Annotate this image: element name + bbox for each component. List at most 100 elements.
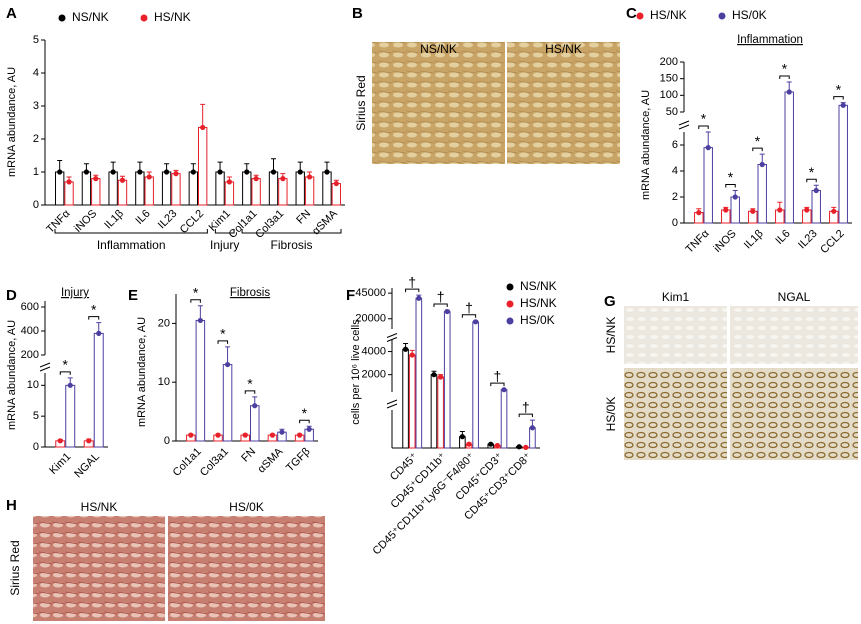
mean-dot bbox=[269, 432, 276, 438]
mean-dot bbox=[466, 441, 472, 447]
mean-dot bbox=[190, 169, 196, 175]
significance-bracket bbox=[490, 382, 505, 387]
x-tick-label: FN bbox=[239, 446, 258, 465]
axis-break bbox=[39, 362, 51, 372]
bar bbox=[215, 171, 225, 206]
micrograph bbox=[168, 516, 325, 621]
significance-bracket bbox=[190, 299, 201, 303]
mean-dot bbox=[224, 361, 231, 368]
bar bbox=[161, 171, 172, 206]
bar bbox=[437, 376, 444, 449]
x-tick-label: CCL2 bbox=[818, 228, 846, 256]
column-label: NGAL bbox=[778, 290, 811, 304]
mean-dot bbox=[137, 169, 143, 175]
x-tick-label: NGAL bbox=[72, 451, 102, 481]
mean-dot bbox=[66, 179, 72, 185]
side-label: Sirius Red bbox=[8, 540, 22, 595]
micrograph bbox=[372, 42, 505, 164]
significance-mark: † bbox=[494, 368, 502, 384]
bar bbox=[188, 171, 199, 206]
mean-dot bbox=[173, 171, 179, 177]
significance-mark: * bbox=[809, 164, 815, 180]
mean-dot bbox=[831, 208, 837, 214]
bar bbox=[251, 178, 261, 206]
significance-bracket bbox=[299, 419, 310, 424]
mean-dot bbox=[244, 169, 250, 175]
y-axis-label: mRNA abundance, AU bbox=[136, 317, 148, 427]
x-tick-label: iNOS bbox=[712, 228, 739, 255]
significance-mark: * bbox=[63, 357, 69, 373]
bar bbox=[415, 297, 423, 449]
legend-marker bbox=[140, 14, 148, 22]
y-tick-label: 200 bbox=[660, 56, 678, 68]
bar bbox=[757, 164, 767, 224]
mean-dot bbox=[197, 317, 203, 324]
mean-dot bbox=[459, 434, 465, 440]
mean-dot bbox=[57, 169, 63, 175]
group-label: Injury bbox=[210, 238, 239, 252]
significance-bracket bbox=[833, 96, 844, 100]
axis-break bbox=[386, 399, 398, 409]
legend-label: HS/0K bbox=[732, 8, 767, 22]
bar bbox=[278, 178, 288, 206]
significance-bracket bbox=[518, 413, 533, 418]
micrograph bbox=[624, 368, 727, 460]
significance-mark: * bbox=[755, 133, 761, 149]
bar bbox=[500, 389, 508, 449]
bar bbox=[430, 374, 438, 449]
significance-bracket bbox=[88, 316, 100, 320]
mean-dot bbox=[444, 308, 450, 315]
significance-mark: * bbox=[728, 169, 734, 185]
bar bbox=[784, 91, 794, 224]
panel-letter: A bbox=[6, 5, 17, 22]
y-tick-label: 600 bbox=[21, 301, 39, 313]
mean-dot bbox=[732, 194, 738, 200]
x-tick-label: Kim1 bbox=[47, 451, 73, 477]
y-axis-label: mRNA abundance, AU bbox=[640, 90, 652, 200]
y-tick-label: 4 bbox=[672, 165, 678, 177]
panel-letter: B bbox=[352, 5, 363, 22]
chart-title: Inflammation bbox=[737, 34, 803, 46]
y-tick-label: 2 bbox=[33, 133, 39, 145]
bar bbox=[224, 181, 235, 206]
bar bbox=[408, 354, 416, 449]
bar bbox=[91, 178, 101, 206]
error-bar bbox=[200, 103, 206, 128]
mean-dot bbox=[83, 169, 90, 175]
significance-bracket bbox=[752, 147, 763, 152]
x-tick-label: Col3a1 bbox=[253, 208, 286, 241]
mean-dot bbox=[163, 169, 170, 175]
significance-mark: † bbox=[437, 289, 445, 305]
y-tick-label: 1 bbox=[33, 166, 39, 178]
bar bbox=[268, 171, 279, 206]
y-tick-label: 45000 bbox=[355, 287, 386, 299]
significance-mark: * bbox=[302, 405, 308, 421]
bar bbox=[108, 171, 118, 206]
mean-dot bbox=[705, 145, 711, 151]
significance-mark: † bbox=[408, 274, 416, 290]
x-tick-label: Col3a1 bbox=[198, 446, 231, 479]
column-label: NS/NK bbox=[420, 42, 457, 56]
mean-dot bbox=[57, 438, 63, 444]
mean-dot bbox=[333, 180, 339, 187]
y-tick-label: 0 bbox=[33, 441, 39, 453]
y-tick-label: 400 bbox=[21, 325, 39, 337]
micrograph bbox=[730, 368, 858, 460]
y-tick-label: 0 bbox=[33, 199, 39, 211]
chart-title: Fibrosis bbox=[230, 287, 271, 299]
significance-mark: * bbox=[247, 376, 253, 392]
micrograph bbox=[730, 306, 858, 364]
column-label: Kim1 bbox=[662, 290, 690, 304]
mean-dot bbox=[253, 176, 259, 182]
row-label: HS/NK bbox=[604, 317, 618, 354]
column-label: HS/NK bbox=[81, 500, 118, 514]
x-tick-label: Col1a1 bbox=[226, 208, 259, 241]
bar bbox=[838, 104, 848, 224]
panel-letter: F bbox=[346, 287, 355, 304]
y-tick-label: 5 bbox=[33, 410, 39, 422]
legend-marker bbox=[506, 300, 514, 308]
mean-dot bbox=[67, 382, 73, 388]
mean-dot bbox=[723, 207, 729, 213]
error-bar bbox=[705, 131, 711, 148]
